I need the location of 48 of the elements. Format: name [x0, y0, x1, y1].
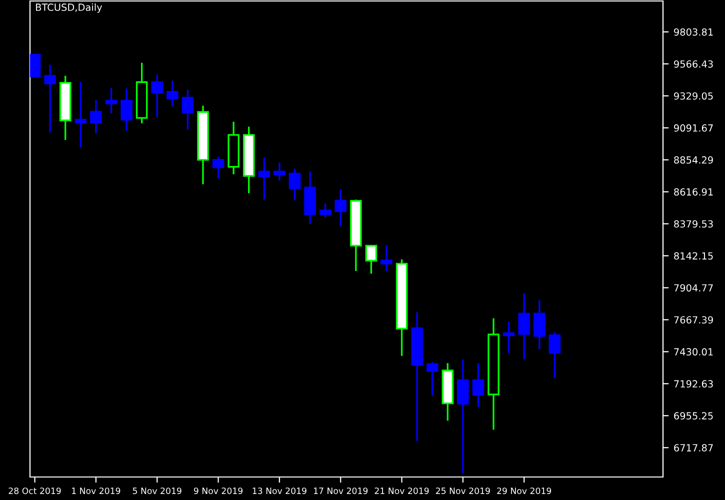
- y-tick-label: 7904.77: [674, 284, 713, 292]
- y-tick-label: 9091.67: [674, 124, 713, 132]
- y-tick-label: 6955.25: [674, 412, 713, 420]
- x-tick-label: 29 Nov 2019: [497, 488, 552, 494]
- candlestick: [534, 299, 546, 350]
- x-tick-label: 21 Nov 2019: [374, 488, 429, 494]
- y-tick-label: 8142.15: [674, 252, 713, 260]
- candlestick: [365, 244, 378, 275]
- x-tick-label: 13 Nov 2019: [252, 488, 306, 494]
- y-tick-label: 9329.05: [674, 92, 713, 100]
- candlestick: [426, 361, 438, 397]
- candlestick: [182, 88, 194, 130]
- candlestick: [334, 188, 346, 227]
- candlestick: [380, 244, 392, 272]
- candlestick: [518, 292, 530, 360]
- candlestick: [120, 88, 132, 132]
- candlestick: [288, 168, 301, 202]
- candlestick: [105, 87, 118, 114]
- y-tick-label: 7667.39: [674, 316, 713, 324]
- candlestick: [44, 64, 56, 134]
- candlestick: [548, 331, 561, 379]
- y-tick-label: 9803.81: [674, 28, 713, 36]
- x-tick-label: 28 Oct 2019: [8, 488, 61, 494]
- y-tick-label: 8616.91: [674, 188, 713, 196]
- y-tick-label: 8379.53: [674, 220, 713, 228]
- x-tick-label: 25 Nov 2019: [436, 488, 490, 494]
- y-tick-label: 8854.29: [674, 156, 713, 164]
- y-tick-label: 7430.01: [674, 348, 713, 356]
- candlestick: [502, 320, 515, 354]
- y-tick-label: 6717.87: [674, 444, 713, 452]
- x-tick-label: 1 Nov 2019: [72, 488, 120, 494]
- candlestick: [472, 362, 484, 408]
- candlestick: [274, 162, 286, 182]
- candlestick: [258, 156, 270, 200]
- y-tick-label: 9566.43: [674, 60, 713, 68]
- x-tick-label: 9 Nov 2019: [194, 488, 243, 494]
- candlestick: [74, 81, 87, 148]
- candlestick: [457, 358, 469, 474]
- y-tick-label: 7192.63: [674, 380, 713, 388]
- x-tick-label: 17 Nov 2019: [314, 488, 368, 494]
- candlestick: [166, 80, 178, 108]
- candlestick: [151, 74, 163, 119]
- candlestick: [30, 54, 41, 78]
- chart-title: BTCUSD,Daily: [36, 3, 102, 13]
- x-tick-label: 5 Nov 2019: [132, 488, 182, 494]
- candlestick: [212, 156, 224, 180]
- candlestick: [90, 99, 102, 134]
- candlestick: [319, 202, 332, 218]
